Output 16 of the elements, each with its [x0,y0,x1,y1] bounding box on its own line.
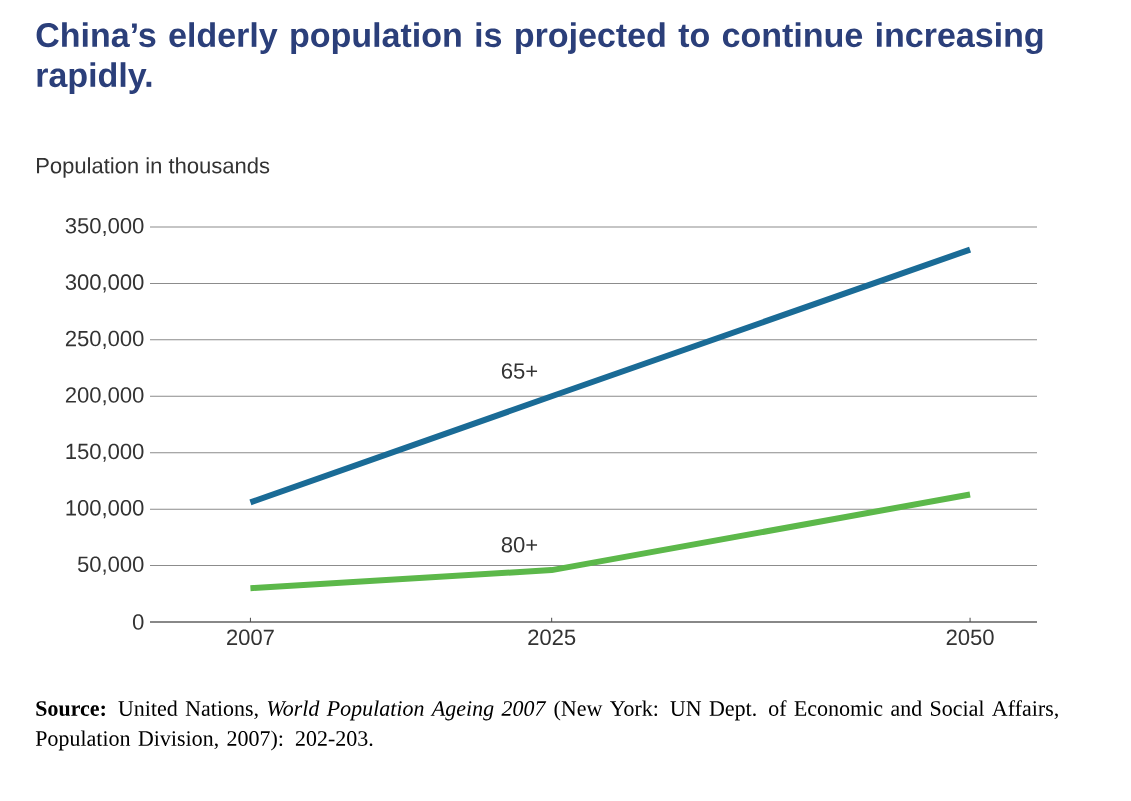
y-tick-label: 200,000 [65,387,144,406]
series-label: 80+ [501,536,538,553]
y-tick-label: 0 [132,614,144,630]
y-tick-label: 150,000 [66,443,144,462]
y-tick-label: 250,000 [65,330,144,349]
x-tick-label: 2025 [528,629,576,646]
series-label: 65+ [501,363,538,379]
y-axis-title: Population in thousands [37,157,270,178]
chart-title: China’s elderly population is projected to continue increasing rapidly. [36,22,1043,94]
x-tick-label: 2007 [227,629,274,646]
y-tick-label: 300,000 [65,274,144,293]
x-tick-label: 2050 [946,629,994,646]
text: Source: United Nations, World Population Ageing 2007 (New York: UN Dept. of Economic and Social Affairs, Population Division, 2007): 202-203. [35,700,1058,751]
y-tick-label: 50,000 [77,556,144,575]
y-tick-label: 350,000 [65,217,144,237]
y-tick-label: 100,000 [66,500,144,519]
